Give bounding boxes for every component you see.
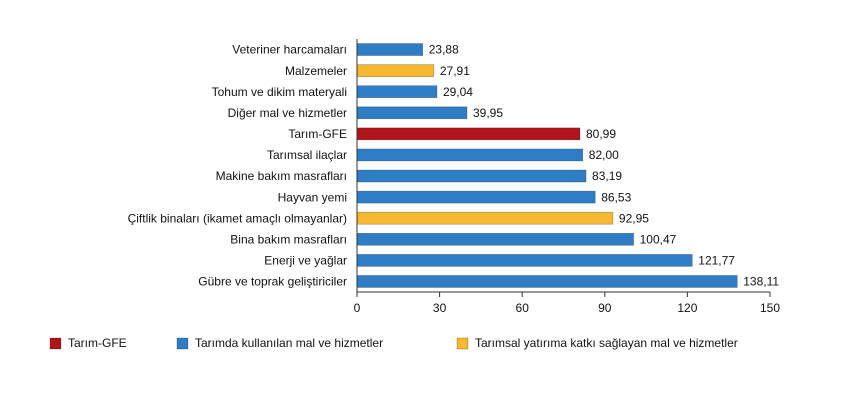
y-tick-label: Diğer mal ve hizmetler — [228, 106, 347, 120]
legend-label: Tarım-GFE — [68, 336, 127, 350]
y-tick-label: Veteriner harcamaları — [232, 43, 347, 57]
legend-swatch — [49, 337, 62, 350]
bar — [356, 190, 596, 204]
x-tick-label: 0 — [354, 301, 361, 315]
value-label: 83,19 — [592, 169, 622, 183]
x-tick-label: 60 — [516, 301, 530, 315]
bar — [356, 64, 435, 77]
x-tick-label: 90 — [598, 301, 612, 315]
bar — [356, 211, 614, 225]
y-tick-label: Tohum ve dikim materyali — [212, 85, 347, 99]
value-label: 80,99 — [586, 127, 616, 141]
value-label: 100,47 — [640, 232, 677, 246]
bar — [356, 106, 468, 120]
value-label: 23,88 — [429, 43, 459, 57]
x-tick-label: 150 — [760, 301, 780, 315]
legend-label: Tarımda kullanılan mal ve hizmetler — [195, 336, 383, 350]
value-label: 27,91 — [440, 64, 470, 78]
y-tick-label: Malzemeler — [285, 64, 347, 78]
y-tick-label: Gübre ve toprak geliştiriciler — [198, 275, 347, 289]
bar — [356, 254, 693, 267]
value-label: 92,95 — [619, 211, 649, 225]
y-tick-label: Çiftlik binaları (ikamet amaçlı olmayanl… — [128, 211, 347, 225]
value-label: 86,53 — [601, 190, 631, 204]
legend-swatch — [176, 337, 189, 350]
legend-swatch — [456, 337, 469, 350]
y-tick-label: Makine bakım masrafları — [216, 169, 347, 183]
bar — [356, 43, 424, 56]
x-tick-label: 120 — [677, 301, 697, 315]
bar — [356, 275, 738, 288]
y-tick-label: Tarımsal ilaçlar — [267, 148, 347, 162]
bar — [356, 148, 584, 162]
bar — [356, 85, 438, 99]
value-label: 82,00 — [589, 148, 619, 162]
value-label: 29,04 — [443, 85, 473, 99]
legend-label: Tarımsal yatırıma katkı sağlayan mal ve … — [475, 336, 738, 350]
bar — [356, 232, 634, 246]
y-tick-label: Hayvan yemi — [278, 190, 347, 204]
y-tick-label: Enerji ve yağlar — [264, 254, 347, 268]
y-tick-label: Bina bakım masrafları — [230, 232, 347, 246]
y-tick-label: Tarım-GFE — [288, 127, 347, 141]
value-label: 121,77 — [698, 254, 735, 268]
bar — [356, 127, 581, 141]
x-tick-label: 30 — [433, 301, 447, 315]
bar — [356, 169, 587, 183]
value-label: 138,11 — [743, 275, 779, 289]
value-label: 39,95 — [473, 106, 503, 120]
